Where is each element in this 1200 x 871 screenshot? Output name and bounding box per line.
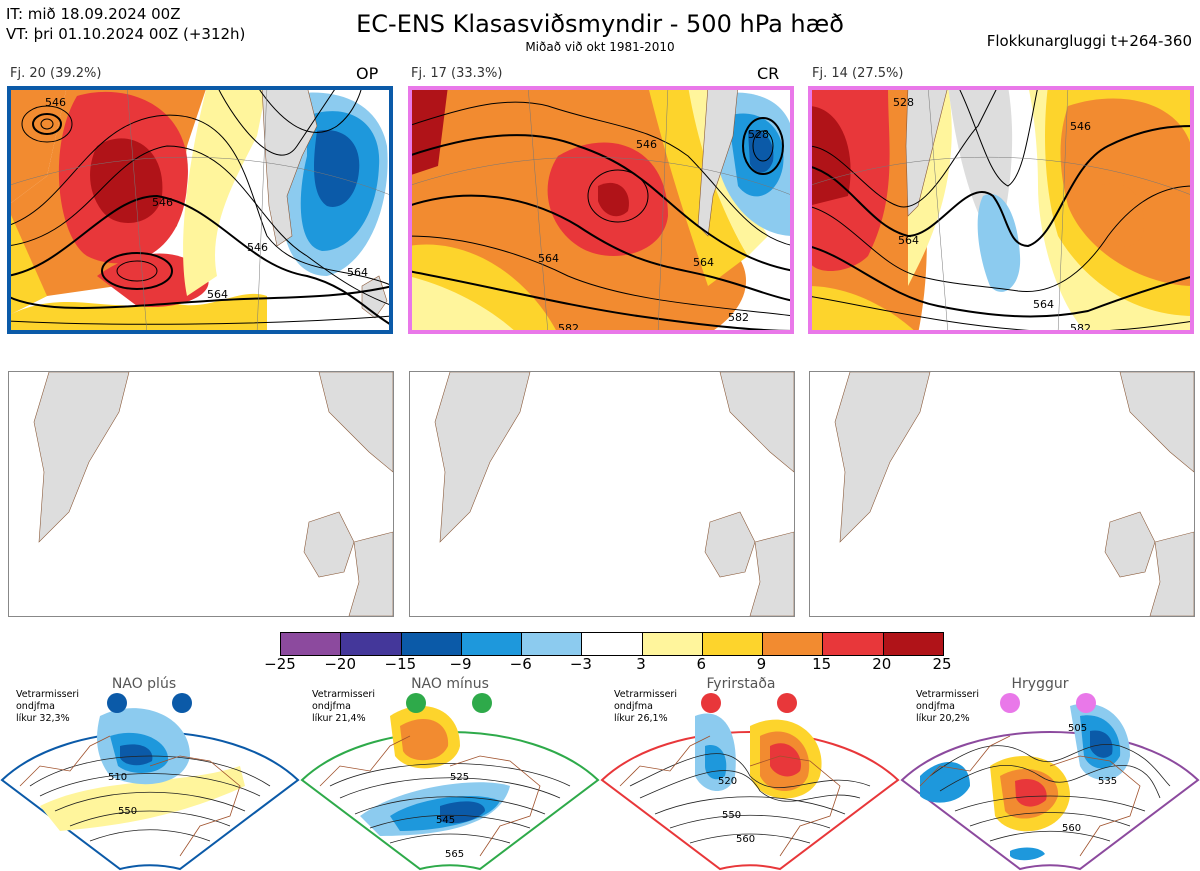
contour-label: 565 (445, 849, 464, 860)
colorbar-swatch (823, 633, 884, 655)
regime-blocking: 520 550 560 (600, 713, 900, 871)
contour-label: 560 (736, 834, 755, 845)
colorbar-tick-label: −15 (384, 655, 417, 673)
contour-label: 564 (898, 234, 919, 247)
colorbar-swatch (763, 633, 824, 655)
colorbar-tick-label: −20 (324, 655, 356, 673)
regime-nao-plus: 510 550 (0, 708, 300, 871)
cluster-2-map: 546 564 564 582 582 528 (408, 86, 794, 334)
contour-label: 550 (722, 810, 741, 821)
regime-note: Vetrarmisseri ondjfma líkur 21,4% (312, 689, 375, 724)
colorbar-tick-label: −6 (509, 655, 532, 673)
colorbar-tick-label: 6 (696, 655, 707, 673)
regime-dot (406, 693, 426, 713)
contour-label: 564 (693, 256, 714, 269)
classification-window: Flokkunargluggi t+264-360 (986, 32, 1192, 50)
page-subtitle: Miðað við okt 1981-2010 (525, 40, 675, 54)
colorbar (280, 632, 944, 656)
contour-label: 546 (636, 138, 657, 151)
initial-time: IT: mið 18.09.2024 00Z (6, 5, 181, 23)
header-info: IT: mið 18.09.2024 00Z VT: þri 01.10.202… (6, 4, 245, 44)
page-title: EC-ENS Klasasviðsmyndir - 500 hPa hæð (356, 10, 844, 38)
colorbar-swatch (341, 633, 402, 655)
regime-dot (172, 693, 192, 713)
regime-dot (472, 693, 492, 713)
regime-nao-minus: 525 545 565 (300, 706, 600, 871)
contour-label: 564 (207, 288, 228, 301)
contour-label: 564 (1033, 298, 1054, 311)
colorbar-tick-label: 20 (872, 655, 892, 673)
contour-label: 546 (247, 241, 268, 254)
contour-label: 564 (538, 252, 559, 265)
colorbar-tick-label: −9 (449, 655, 472, 673)
colorbar-labels: −25 −20 −15 −9 −6 −3 3 6 9 15 20 25 (264, 655, 951, 675)
cluster-1-map: 546 564 546 564 546 (7, 86, 393, 334)
cluster-3-label: Fj. 14 (27.5%) (812, 66, 904, 81)
regime-name: NAO mínus (411, 676, 489, 692)
contour-label: 546 (45, 96, 66, 109)
colorbar-tick-label: 15 (812, 655, 832, 673)
contour-label: 535 (1098, 776, 1117, 787)
contour-label: 550 (118, 806, 137, 817)
colorbar-swatch (461, 633, 523, 655)
regime-dot (701, 693, 721, 713)
colorbar-swatch (522, 633, 583, 655)
colorbar-tick-label: 3 (636, 655, 646, 673)
contour-label: 505 (1068, 723, 1087, 734)
regime-dot (1000, 693, 1020, 713)
colorbar-swatch (281, 633, 342, 655)
contour-label: 528 (748, 128, 769, 141)
regime-dot (1076, 693, 1096, 713)
contour-label: 560 (1062, 823, 1081, 834)
regime-ridge: 505 535 560 (900, 703, 1200, 871)
cluster-3-map: 546 564 564 582 528 (808, 86, 1194, 334)
contour-label: 525 (450, 772, 469, 783)
colorbar-swatch (883, 633, 943, 655)
contour-label: 564 (347, 266, 368, 279)
colorbar-swatch (642, 633, 703, 655)
contour-label: 546 (1070, 120, 1091, 133)
colorbar-swatch (702, 633, 764, 655)
cluster-3-frame (808, 86, 1194, 334)
cluster-2-frame (408, 86, 794, 334)
contour-label: 510 (108, 772, 127, 783)
regime-note: Vetrarmisseri ondjfma líkur 32,3% (16, 689, 79, 724)
contour-label: 582 (728, 311, 749, 324)
contour-label: 545 (436, 815, 455, 826)
cluster-1-tag: OP (356, 64, 379, 83)
empty-map-3 (809, 371, 1195, 617)
contour-label: 546 (152, 196, 173, 209)
cluster-2-label: Fj. 17 (33.3%) (411, 66, 503, 81)
colorbar-swatch (582, 633, 643, 655)
empty-map-2 (409, 371, 795, 617)
colorbar-tick-label: 25 (932, 655, 952, 673)
cluster-1-frame (7, 86, 393, 334)
colorbar-swatch (401, 633, 462, 655)
regime-name: NAO plús (111, 676, 177, 692)
regime-name: Hryggur (1011, 676, 1069, 692)
cluster-2-tag: CR (757, 64, 780, 83)
regime-dot (777, 693, 797, 713)
regime-note: Vetrarmisseri ondjfma líkur 26,1% (614, 689, 677, 724)
colorbar-tick-label: 9 (756, 655, 767, 673)
regime-note: Vetrarmisseri ondjfma líkur 20,2% (916, 689, 979, 724)
empty-map-1 (8, 371, 394, 617)
contour-label: 528 (893, 96, 914, 109)
regime-name: Fyrirstaða (706, 676, 776, 692)
valid-time: VT: þri 01.10.2024 00Z (+312h) (6, 25, 246, 43)
regime-dot (107, 693, 127, 713)
contour-label: 520 (718, 776, 737, 787)
colorbar-tick-label: −3 (569, 655, 592, 673)
cluster-1-label: Fj. 20 (39.2%) (10, 66, 102, 81)
colorbar-tick-label: −25 (264, 655, 296, 673)
